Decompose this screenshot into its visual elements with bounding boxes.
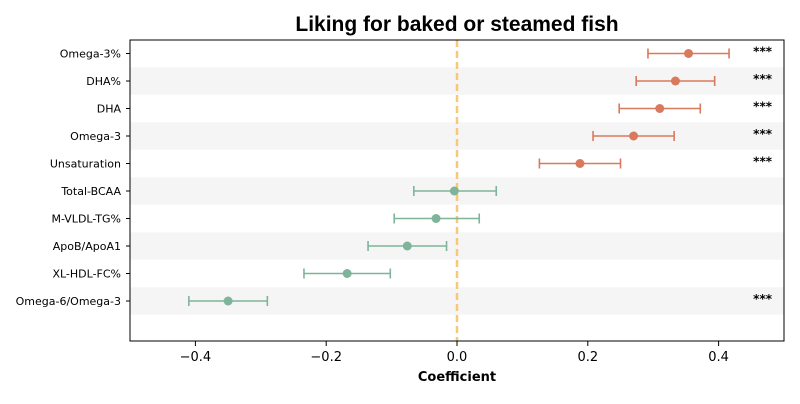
y-tick-label: M-VLDL-TG%: [51, 213, 121, 226]
y-tick-label: ApoB/ApoA1: [53, 240, 121, 253]
x-tick-label: 0.0: [447, 350, 468, 365]
estimate-point: [449, 186, 459, 196]
y-axis: Omega-3% DHA% DHA Omega-3 Unsaturation Total-…: [16, 48, 130, 308]
significance-label: ***: [753, 100, 773, 114]
significance-label: ***: [753, 292, 773, 306]
y-tick-label: DHA: [97, 103, 122, 116]
y-tick-label: XL-HDL-FC%: [52, 268, 121, 281]
significance-label: ***: [753, 155, 773, 169]
significance-label: ***: [753, 72, 773, 86]
estimate-point: [342, 269, 352, 278]
estimate-point: [629, 131, 639, 141]
y-tick-label: Total-BCAA: [60, 185, 121, 198]
chart-title: Liking for baked or steamed fish: [295, 13, 618, 36]
data-marks: *** *** *** *** *** ***: [188, 45, 773, 306]
estimate-point: [431, 214, 441, 223]
estimate-point: [223, 296, 233, 306]
estimate-point: [684, 49, 694, 58]
estimate-point: [402, 241, 412, 251]
y-tick-label: Unsaturation: [50, 158, 121, 171]
y-tick-label: Omega-3%: [60, 48, 121, 61]
x-axis-label: Coefficient: [418, 370, 496, 385]
estimate-point: [575, 159, 585, 168]
y-tick-label: Omega-6/Omega-3: [16, 295, 121, 308]
x-tick-label: −0.4: [180, 350, 212, 365]
x-tick-label: −0.2: [310, 350, 342, 365]
x-axis: −0.4 −0.2 0.0 0.2 0.4: [180, 341, 729, 365]
x-tick-label: 0.4: [708, 350, 729, 365]
y-tick-label: Omega-3: [70, 130, 121, 143]
significance-label: ***: [753, 127, 773, 141]
x-tick-label: 0.2: [577, 350, 598, 365]
estimate-point: [670, 76, 680, 86]
estimate-point: [655, 104, 665, 113]
significance-label: ***: [753, 45, 773, 59]
y-tick-label: DHA%: [86, 75, 121, 88]
